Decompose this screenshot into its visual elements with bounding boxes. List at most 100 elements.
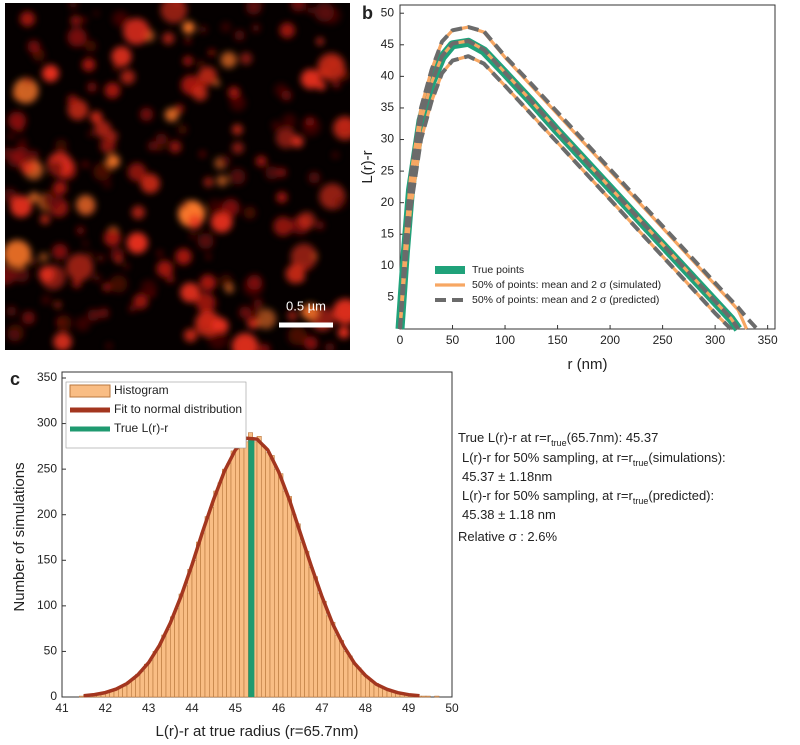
spot: [208, 49, 216, 56]
spot: [53, 332, 72, 350]
y-tick-label: 45: [381, 37, 395, 51]
spot: [147, 141, 158, 151]
scale-bar-label: 0.5 µm: [286, 298, 326, 313]
spot: [86, 82, 97, 93]
spot: [139, 107, 154, 122]
spot: [277, 167, 287, 178]
x-tick-label: 0: [397, 333, 404, 347]
histogram-bar: [313, 576, 318, 698]
annotation-part: true: [633, 496, 649, 506]
histogram-bar: [434, 695, 440, 698]
spot: [71, 278, 82, 289]
histogram-bar: [347, 655, 353, 698]
spot: [89, 110, 103, 124]
spot: [54, 139, 68, 152]
spot: [162, 32, 175, 45]
spot: [12, 146, 30, 165]
spot: [133, 293, 149, 309]
spot: [103, 229, 121, 247]
histogram-bar: [200, 532, 206, 698]
spot: [88, 251, 95, 258]
y-tick-label: 40: [381, 69, 395, 83]
annotation-part: L(r)-r for 50% sampling, at r=r: [462, 450, 634, 465]
panel-label: b: [362, 3, 373, 23]
spot: [8, 134, 14, 139]
spot: [301, 303, 319, 321]
annotation-line: 45.37 ± 1.18nm: [462, 469, 552, 484]
spot: [231, 333, 259, 350]
spot: [120, 69, 136, 85]
spot: [82, 161, 89, 168]
spot: [6, 306, 17, 317]
x-tick-label: 350: [758, 333, 778, 347]
annotation-line: Relative σ : 2.6%: [458, 529, 558, 544]
spot: [42, 190, 62, 211]
spot: [103, 180, 112, 189]
spot: [192, 85, 208, 101]
series-line: [398, 54, 733, 331]
spot: [274, 83, 288, 97]
y-tick-label: 200: [37, 507, 57, 521]
spot: [106, 154, 120, 169]
spot: [175, 248, 192, 265]
spot: [271, 120, 282, 131]
spot: [127, 162, 147, 182]
spot: [197, 232, 214, 250]
spot: [216, 175, 228, 187]
spot: [174, 104, 184, 114]
legend-label: Histogram: [114, 383, 169, 397]
spot: [14, 267, 30, 283]
spot: [124, 264, 129, 269]
spot: [243, 206, 257, 220]
spot: [75, 316, 91, 332]
histogram-bar: [213, 490, 219, 698]
spot: [160, 3, 188, 24]
x-tick-label: 42: [99, 701, 113, 715]
spot: [113, 65, 119, 71]
spot: [307, 6, 315, 14]
spot: [164, 107, 179, 122]
histogram-bar: [217, 482, 223, 698]
histogram-bar: [352, 663, 357, 698]
y-tick-label: 250: [37, 461, 57, 475]
spot: [28, 191, 40, 203]
spot: [149, 171, 154, 177]
spot: [305, 116, 315, 127]
y-tick-label: 25: [381, 163, 395, 177]
spot: [128, 304, 136, 313]
histogram-bar: [191, 559, 197, 698]
histogram-bar: [261, 446, 266, 698]
spot: [246, 307, 262, 323]
spot: [285, 264, 305, 284]
spot: [93, 10, 99, 16]
spot: [332, 298, 350, 325]
true-value-line: [248, 437, 255, 697]
spot: [199, 150, 206, 158]
spot: [10, 195, 33, 218]
histogram-bar: [265, 452, 271, 698]
spot: [131, 205, 146, 220]
y-tick-label: 100: [37, 598, 57, 612]
histogram-bar: [187, 569, 193, 698]
histogram-bar: [152, 651, 158, 698]
spot: [51, 243, 68, 260]
spot: [303, 336, 319, 350]
spot: [317, 53, 346, 81]
spot: [150, 292, 155, 298]
histogram-bar: [300, 541, 305, 698]
y-tick-label: 15: [381, 226, 395, 240]
histogram-bar: [157, 646, 162, 698]
plot-frame: [399, 4, 776, 330]
histogram-bar: [148, 660, 154, 698]
spot: [20, 161, 34, 175]
histogram-bar: [79, 695, 84, 698]
spot: [183, 328, 198, 343]
legend-label: 50% of points: mean and 2 σ (predicted): [472, 294, 659, 306]
spot: [156, 250, 163, 257]
histogram-bar: [360, 673, 366, 698]
y-axis-title: L(r)-r: [359, 150, 376, 183]
histogram-bar: [274, 468, 279, 698]
histogram-bar: [165, 629, 171, 698]
spot: [194, 310, 222, 337]
spot: [210, 210, 233, 233]
